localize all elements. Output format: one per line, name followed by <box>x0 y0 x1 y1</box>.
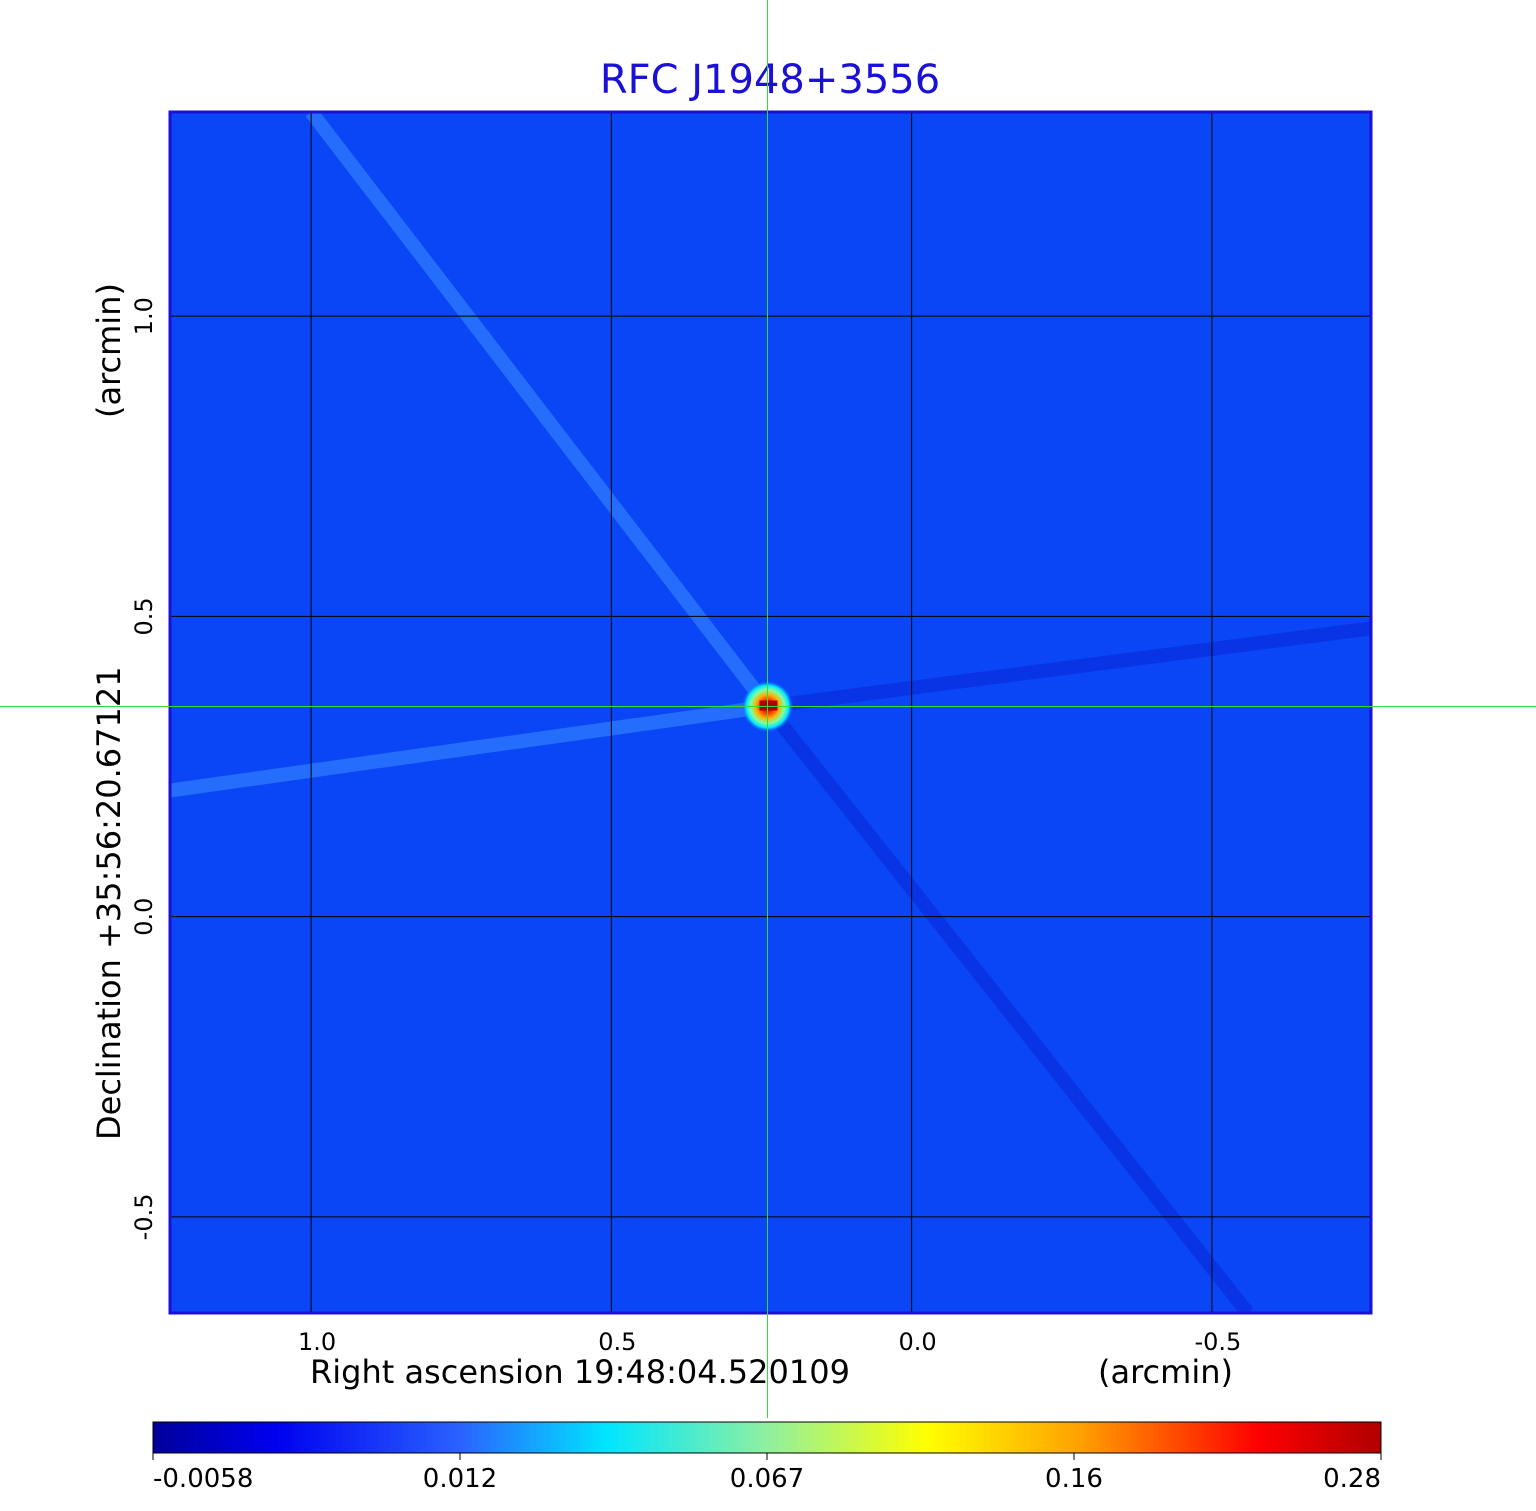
x-tick-label-3: 0.0 <box>899 1328 937 1356</box>
plot-area <box>170 112 1371 1313</box>
x-axis-unit: (arcmin) <box>1098 1353 1233 1391</box>
peak-core <box>759 700 778 711</box>
colorbar-tick-label-3: 0.067 <box>730 1464 804 1494</box>
x-tick-label-2: 0.5 <box>598 1328 636 1356</box>
colorbar-tick-label-1: -0.0058 <box>153 1464 253 1494</box>
colorbar-tick-label-4: 0.16 <box>1045 1464 1103 1494</box>
colorbar-tick-labels: -0.0058 0.012 0.067 0.16 0.28 <box>152 1453 1382 1494</box>
sidelobe-4 <box>766 621 1371 714</box>
grid-layer <box>170 112 1371 1313</box>
y-tick-label-3: 0.0 <box>130 898 158 936</box>
y-tick-labels: 1.0 0.5 0.0 -0.5 <box>130 297 158 1240</box>
x-tick-label-1: 1.0 <box>298 1328 336 1356</box>
y-tick-label-2: 0.5 <box>130 597 158 635</box>
y-axis-unit: (arcmin) <box>90 283 128 418</box>
y-tick-label-1: 1.0 <box>130 297 158 335</box>
colorbar-tick-label-5: 0.28 <box>1323 1464 1381 1494</box>
y-axis-label: Declination +35:56:20.67121 <box>90 666 128 1140</box>
sidelobe-2 <box>762 702 1254 1313</box>
crosshair <box>0 0 1536 1418</box>
x-axis-label: Right ascension 19:48:04.520109 <box>310 1353 850 1391</box>
sidelobe-3 <box>170 699 769 798</box>
plot-frame <box>168 110 1373 1315</box>
colorbar <box>152 1421 1382 1454</box>
y-tick-label-4: -0.5 <box>130 1194 158 1241</box>
chart-title: RFC J1948+3556 <box>600 57 940 103</box>
sidelobe-layer <box>170 112 1371 1313</box>
colorbar-tick-label-2: 0.012 <box>423 1464 497 1494</box>
sidelobe-1 <box>305 112 774 711</box>
x-tick-label-4: -0.5 <box>1194 1328 1241 1356</box>
x-tick-labels: 1.0 0.5 0.0 -0.5 <box>298 1328 1241 1356</box>
